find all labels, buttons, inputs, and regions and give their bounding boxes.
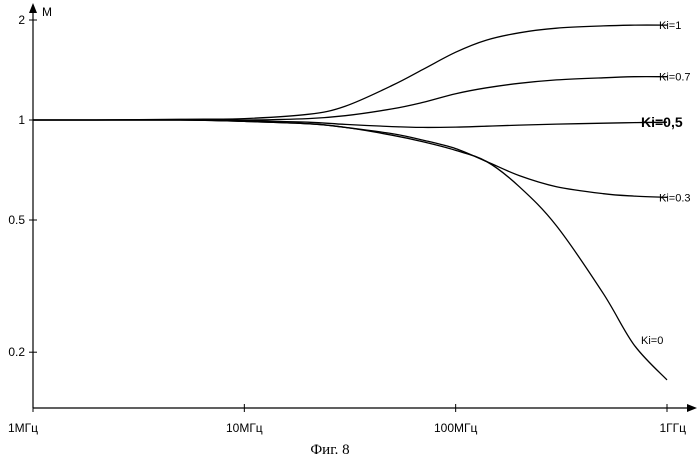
y-tick-label: 0.5: [8, 213, 25, 227]
axes: M: [29, 3, 697, 412]
series-line-ki-0-3: [33, 120, 667, 197]
y-axis-label: M: [42, 5, 52, 19]
series-line-ki-0-5: [33, 120, 667, 127]
series-label: Ki=0,5: [641, 114, 683, 130]
x-tick-label: 10МГц: [226, 421, 263, 435]
series-line-ki-1: [33, 25, 667, 120]
x-tick-label: 1ГГц: [659, 421, 686, 435]
series-line-ki-0: [33, 120, 667, 380]
y-tick-label: 0.2: [8, 345, 25, 359]
y-tick-label: 2: [18, 13, 25, 27]
x-tick-label: 1МГц: [8, 421, 38, 435]
series-label: Ki=0.7: [659, 72, 691, 84]
series-labels: Ki=1 Ki=0.7 Ki=0,5 Ki=0.3 Ki=0: [641, 20, 691, 347]
ticks: 1МГц 10МГц 100МГц 1ГГц 0.2 0.5 1 2: [8, 13, 686, 435]
y-tick-label: 1: [18, 113, 25, 127]
curves: [33, 25, 667, 380]
series-label: Ki=0: [641, 335, 663, 347]
x-tick-label: 100МГц: [434, 421, 478, 435]
x-axis-arrow: [687, 404, 697, 412]
figure-caption: Фиг. 8: [310, 442, 349, 458]
series-label: Ki=1: [659, 20, 681, 32]
series-line-ki-0-7: [33, 77, 667, 120]
series-label: Ki=0.3: [659, 192, 691, 204]
y-axis-arrow: [29, 3, 37, 13]
